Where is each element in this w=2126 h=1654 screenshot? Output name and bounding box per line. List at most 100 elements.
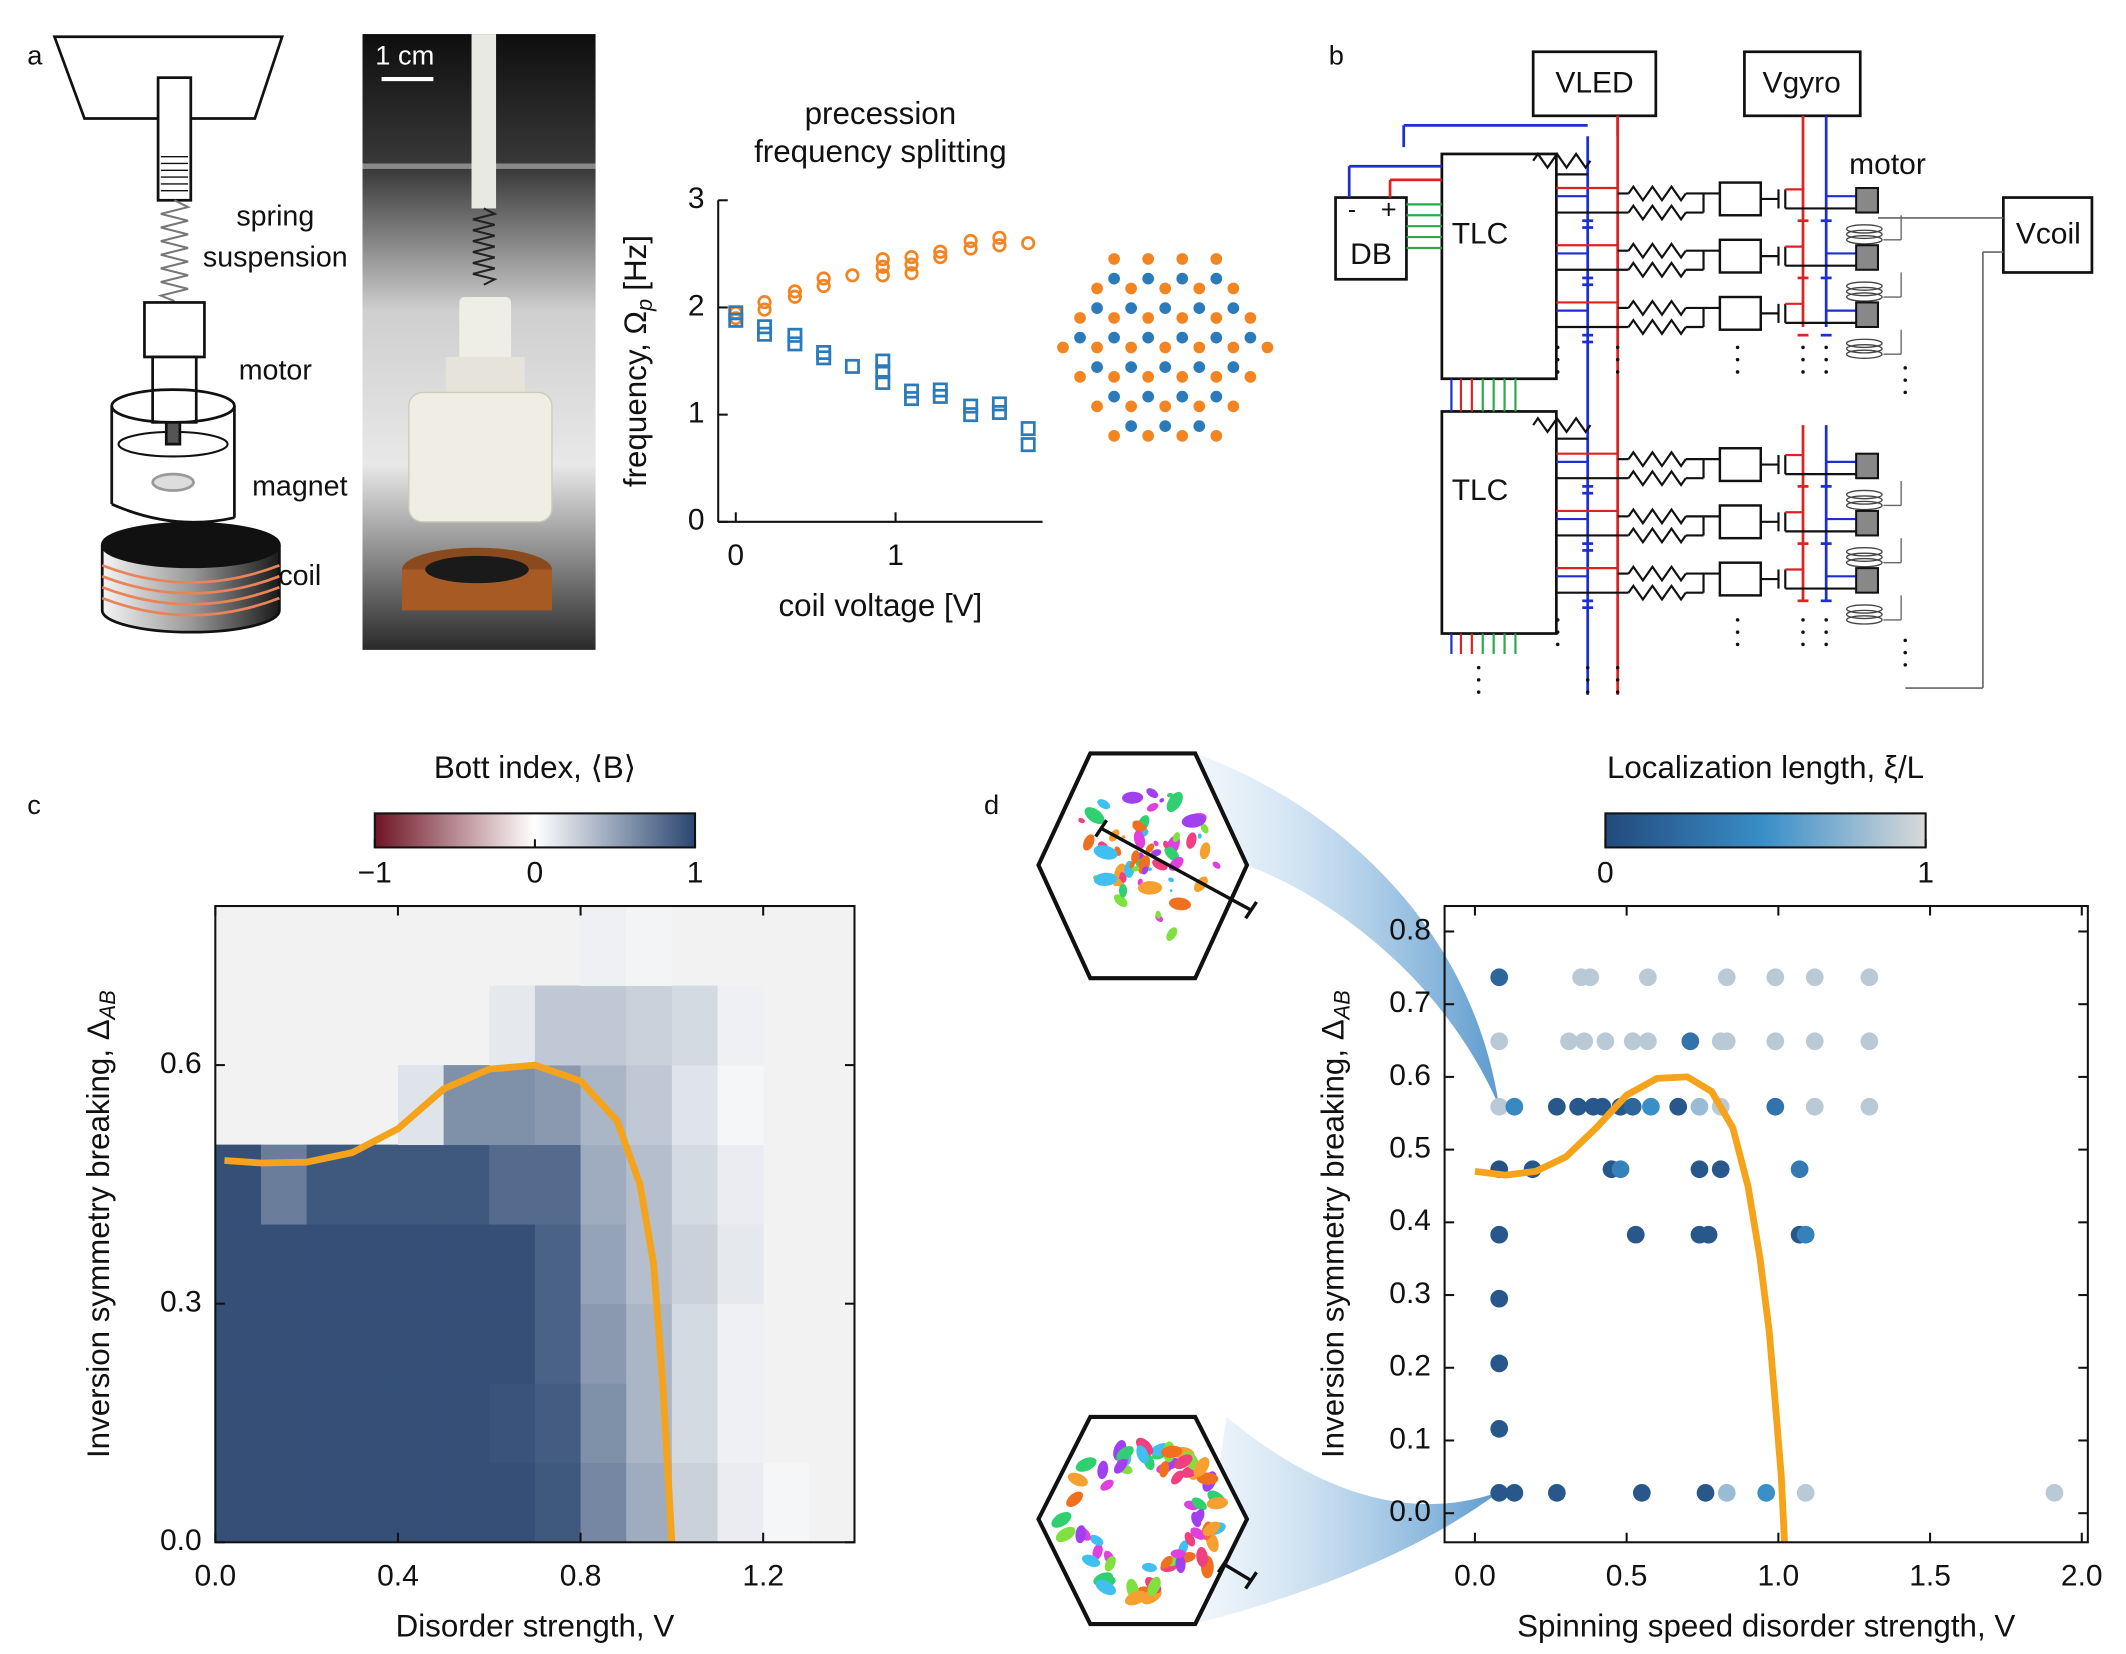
- point: [991, 404, 1007, 420]
- mode-ellipse: [1200, 823, 1209, 834]
- lattice-site: [1244, 312, 1257, 324]
- mode-ellipse: [1197, 833, 1202, 839]
- continuation-dot: [1735, 618, 1740, 622]
- x-tick-label: 0: [727, 539, 744, 572]
- mode-ellipse: [1081, 1554, 1101, 1567]
- point: [904, 249, 919, 265]
- y-tick-label: 3: [688, 182, 705, 215]
- coil-symbol: [1845, 235, 1883, 245]
- mode-ellipse: [1191, 1497, 1207, 1511]
- lattice-site: [1227, 282, 1240, 295]
- heatmap-cell: [443, 1224, 490, 1305]
- mode-ellipse: [1095, 1579, 1116, 1596]
- y-tick-label: 0: [688, 504, 705, 537]
- continuation-dot: [1555, 618, 1560, 622]
- continuation-dot: [1903, 366, 1907, 370]
- continuation-dot: [1555, 630, 1560, 634]
- x-tick-label: 0.0: [1454, 1560, 1496, 1593]
- coil-symbol: [1845, 552, 1883, 563]
- point: [1596, 1032, 1615, 1051]
- mode-ellipse: [1104, 1555, 1116, 1572]
- heatmap-cell: [215, 1144, 262, 1225]
- point: [1796, 1483, 1815, 1502]
- mode-ellipse: [1133, 830, 1146, 849]
- heatmap-cell: [489, 1303, 536, 1384]
- x-tick-label: 0.5: [1606, 1560, 1648, 1593]
- point: [1560, 1032, 1578, 1051]
- mode-ellipse: [1168, 877, 1175, 883]
- circuit-label: Vgyro: [1762, 66, 1840, 99]
- tlc-box: [1440, 152, 1558, 381]
- lattice-site: [1091, 302, 1103, 314]
- cylinder-wall: [110, 406, 236, 518]
- motor-symbol: [1855, 452, 1879, 480]
- lattice-site: [1176, 253, 1189, 265]
- coil-top: [100, 521, 281, 569]
- lattice-site: [1142, 312, 1155, 324]
- resistor: [1627, 241, 1687, 260]
- driver-box: [1718, 181, 1762, 217]
- resistor: [1627, 318, 1687, 336]
- point: [1626, 1225, 1645, 1244]
- mode-ellipse: [1161, 1445, 1183, 1458]
- motor-symbol: [1855, 301, 1879, 329]
- point: [787, 336, 803, 352]
- resistor: [1627, 583, 1687, 602]
- mode-ellipse: [1075, 1457, 1097, 1472]
- vgyro-box: [1743, 50, 1862, 118]
- lattice-site: [1193, 282, 1206, 295]
- heatmap-cell: [717, 1144, 764, 1225]
- rod: [156, 76, 193, 202]
- point: [1505, 1097, 1524, 1116]
- point: [1766, 1097, 1785, 1116]
- point: [963, 241, 978, 256]
- lattice-site: [1142, 430, 1155, 442]
- heatmap-cell: [443, 1303, 490, 1384]
- heatmap-cell: [215, 1383, 262, 1464]
- magnet: [151, 472, 195, 492]
- motor-symbol: [1855, 509, 1879, 537]
- lattice-site: [1125, 282, 1138, 295]
- heatmap-cell: [397, 1303, 445, 1384]
- lattice-site: [1210, 272, 1223, 285]
- lattice-site: [1159, 282, 1172, 295]
- photo-spring: [472, 207, 498, 286]
- lattice-site: [1142, 390, 1155, 403]
- lattice-site: [1193, 420, 1206, 432]
- mode-ellipse: [1171, 1470, 1184, 1485]
- continuation-dot: [1824, 618, 1828, 622]
- mode-ellipse: [1066, 1491, 1083, 1507]
- mode-ellipse: [1131, 866, 1140, 872]
- chart: 0.0 0.5 1.0 1.5 2.0 0.0 0.1 0.2 0.3 0.4 0.5 0.6 0.7 0…: [1316, 750, 2103, 1643]
- continuation-dot: [1801, 370, 1805, 374]
- heatmap-cell: [671, 985, 718, 1066]
- mode-ellipse: [1051, 1511, 1072, 1528]
- heatmap-cell: [717, 1224, 764, 1305]
- heatmap-cell: [717, 1303, 764, 1384]
- colorbar-label: Localization length, ξ/L: [1607, 750, 1924, 785]
- lattice-site: [1210, 371, 1223, 383]
- heatmap-cell: [306, 1224, 353, 1305]
- circuit-label: +: [1381, 193, 1397, 224]
- resistor: [1627, 450, 1687, 468]
- mode-ellipse: [1166, 792, 1173, 798]
- point: [1593, 1097, 1612, 1116]
- continuation-dot: [1903, 663, 1907, 667]
- coil-symbol: [1845, 557, 1883, 568]
- heatmap-cell: [717, 985, 764, 1066]
- continuation-dot: [1824, 642, 1828, 647]
- y-tick-label: 2: [688, 289, 705, 322]
- point: [1581, 968, 1600, 987]
- plot-frame: [1443, 904, 2089, 1544]
- point: [1569, 1097, 1587, 1116]
- mode-ellipse: [1093, 872, 1118, 886]
- continuation-dot: [1824, 370, 1828, 374]
- lattice-site: [1261, 341, 1274, 354]
- lattice-site: [1057, 341, 1069, 354]
- motor-top: [143, 301, 206, 359]
- coil-symbol: [1845, 281, 1883, 291]
- lattice-site: [1244, 371, 1257, 383]
- point: [1021, 236, 1036, 251]
- coil-symbol: [1845, 609, 1883, 620]
- point: [1575, 1032, 1594, 1051]
